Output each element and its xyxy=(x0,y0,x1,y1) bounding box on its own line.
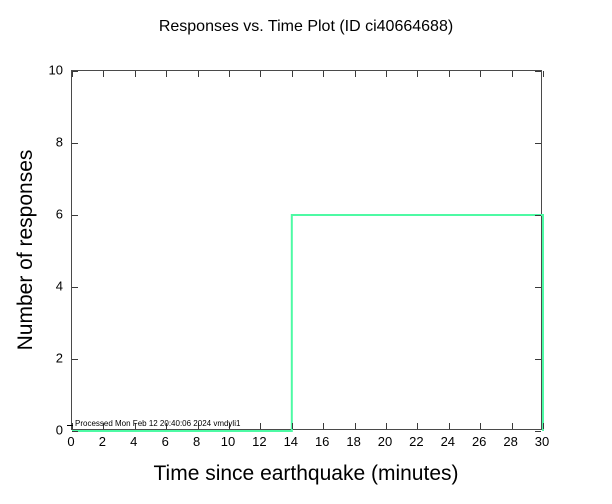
x-tick-6 xyxy=(166,71,168,77)
x-tick-20 xyxy=(386,423,387,429)
x-tick-16 xyxy=(323,423,325,429)
x-tick-0 xyxy=(72,71,73,77)
x-tick-24 xyxy=(448,423,450,429)
y-tick-8 xyxy=(72,143,78,144)
x-tick-label-0: 0 xyxy=(67,434,75,449)
y-tick-2 xyxy=(535,359,541,360)
x-tick-label-24: 24 xyxy=(440,434,456,449)
x-tick-30 xyxy=(543,71,544,77)
x-tick-10 xyxy=(229,71,230,77)
x-tick-22 xyxy=(417,71,419,77)
x-tick-26 xyxy=(480,71,482,77)
x-tick-2 xyxy=(103,423,105,429)
x-tick-label-28: 28 xyxy=(503,434,518,449)
x-tick-label-6: 6 xyxy=(161,434,169,449)
y-tick-label-4: 4 xyxy=(55,278,63,294)
x-tick-label-18: 18 xyxy=(346,434,361,449)
x-tick-4 xyxy=(134,71,136,77)
x-tick-12 xyxy=(260,71,262,77)
x-tick-24 xyxy=(448,71,450,77)
y-tick-6 xyxy=(72,215,78,216)
x-tick-8 xyxy=(197,423,199,429)
y-tick-label-8: 8 xyxy=(55,134,63,150)
x-tick-14 xyxy=(291,423,293,429)
x-tick-6 xyxy=(166,423,168,429)
x-axis-label: Time since earthquake (minutes) xyxy=(153,462,459,485)
x-tick-label-30: 30 xyxy=(534,434,550,449)
plot-frame xyxy=(71,70,544,432)
x-tick-26 xyxy=(480,423,482,429)
x-tick-10 xyxy=(229,423,230,429)
x-tick-30 xyxy=(543,423,544,429)
processed-note: Processed Mon Feb 12 20:40:06 2024 vmdyl… xyxy=(75,419,241,428)
x-tick-14 xyxy=(291,71,293,77)
x-tick-label-10: 10 xyxy=(220,434,236,449)
y-tick-2 xyxy=(72,359,78,360)
x-tick-label-2: 2 xyxy=(98,434,107,449)
x-tick-label-16: 16 xyxy=(314,434,330,449)
x-tick-28 xyxy=(511,71,513,77)
y-tick-10 xyxy=(535,71,541,72)
processed-note-dash xyxy=(67,425,73,426)
x-tick-0 xyxy=(72,423,73,429)
x-tick-28 xyxy=(511,423,513,429)
x-tick-18 xyxy=(354,71,356,77)
x-tick-label-8: 8 xyxy=(192,434,201,449)
y-tick-label-2: 2 xyxy=(55,350,63,366)
x-tick-16 xyxy=(323,71,325,77)
y-tick-label-0: 0 xyxy=(55,422,63,438)
y-tick-6 xyxy=(535,215,541,216)
y-tick-label-10: 10 xyxy=(48,62,63,78)
x-tick-label-14: 14 xyxy=(283,434,299,449)
x-tick-4 xyxy=(134,423,136,429)
y-tick-8 xyxy=(535,143,541,144)
x-tick-label-4: 4 xyxy=(130,434,138,449)
y-tick-0 xyxy=(72,431,78,432)
x-tick-label-26: 26 xyxy=(471,434,487,449)
step-line-cumulative-responses xyxy=(72,214,544,432)
data-series-layer xyxy=(72,214,544,432)
y-tick-label-6: 6 xyxy=(55,206,63,222)
x-tick-22 xyxy=(417,423,419,429)
y-tick-10 xyxy=(72,71,78,72)
x-tick-label-20: 20 xyxy=(377,434,393,449)
y-tick-0 xyxy=(535,431,541,432)
x-tick-20 xyxy=(386,71,387,77)
y-tick-4 xyxy=(535,287,541,288)
x-tick-8 xyxy=(197,71,199,77)
x-tick-2 xyxy=(103,71,105,77)
x-tick-12 xyxy=(260,423,262,429)
y-tick-4 xyxy=(72,287,78,288)
y-axis-label: Number of responses xyxy=(14,149,37,351)
page-title: Responses vs. Time Plot (ID ci40664688) xyxy=(158,18,454,35)
x-tick-label-22: 22 xyxy=(409,434,424,449)
x-tick-18 xyxy=(354,423,356,429)
x-tick-label-12: 12 xyxy=(252,434,267,449)
